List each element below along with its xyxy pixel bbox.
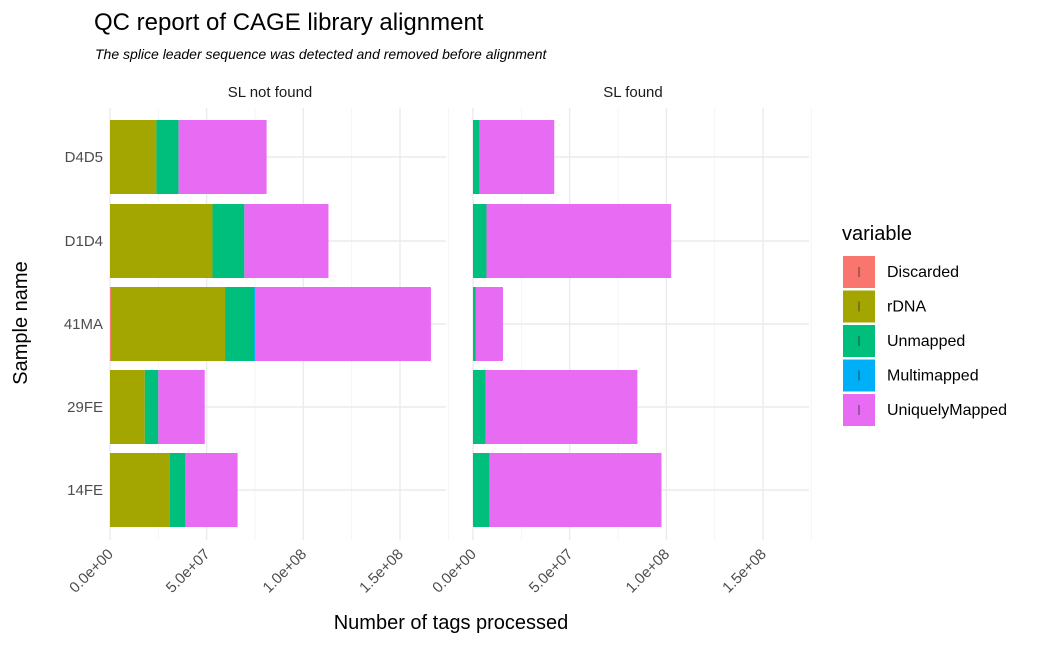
facet-panel-1: SL found 0.0e+00 5.0e+07 1.0e+08 1.5e+08: [429, 84, 812, 597]
bar-rdna-14fe: [110, 453, 170, 527]
bar-unmapped-d4d5: [156, 120, 179, 194]
facet-strip-label: SL not found: [228, 84, 313, 101]
facet-strip-label: SL found: [603, 84, 663, 101]
chart-title: QC report of CAGE library alignment: [94, 9, 484, 36]
bar-uniquelymapped-14fe: [185, 453, 238, 527]
bar-rdna-29fe: [110, 370, 145, 444]
bar-unmapped-41ma: [225, 287, 255, 361]
bar-unmapped-41ma: [473, 287, 476, 361]
x-tick-label: 1.0e+08: [260, 546, 311, 597]
bar-rdna-d4d5: [110, 120, 157, 194]
bar-unmapped-14fe: [473, 453, 490, 527]
y-tick-label: 14FE: [67, 482, 103, 499]
bar-unmapped-14fe: [169, 453, 186, 527]
legend-label: Discarded: [887, 264, 959, 281]
legend-label: UniquelyMapped: [887, 402, 1007, 419]
y-tick-label: D1D4: [65, 233, 103, 250]
bar-unmapped-d1d4: [212, 204, 245, 278]
x-axis-title: Number of tags processed: [334, 612, 569, 634]
bar-uniquelymapped-29fe: [158, 370, 205, 444]
legend: variable Discarded rDNA Unmapped Multimappe…: [842, 223, 1007, 426]
bar-multimapped-41ma: [254, 287, 255, 361]
y-tick-label: 29FE: [67, 399, 103, 416]
chart-subtitle: The splice leader sequence was detected …: [95, 46, 548, 62]
facet-panel-0: SL not found 0.0e+00 5.0e+07 1.0e+08 1.5e+08: [66, 84, 449, 597]
x-tick-label: 1.5e+08: [719, 546, 770, 597]
bar-uniquelymapped-29fe: [485, 370, 638, 444]
y-tick-label: 41MA: [64, 316, 103, 333]
facet-panels: SL not found 0.0e+00 5.0e+07 1.0e+08 1.5e+08…: [64, 84, 812, 596]
bar-uniquelymapped-d4d5: [479, 120, 555, 194]
legend-label: Unmapped: [887, 333, 965, 350]
y-tick-label: D4D5: [65, 149, 103, 166]
bar-uniquelymapped-d1d4: [244, 204, 329, 278]
bar-unmapped-29fe: [473, 370, 486, 444]
bar-unmapped-29fe: [144, 370, 159, 444]
bar-unmapped-d1d4: [473, 204, 487, 278]
x-tick-label: 5.0e+07: [526, 546, 577, 597]
legend-label: Multimapped: [887, 368, 979, 385]
legend-label: rDNA: [887, 299, 926, 316]
bar-rdna-41ma: [110, 287, 226, 361]
x-tick-label: 0.0e+00: [66, 546, 117, 597]
x-tick-label: 1.0e+08: [623, 546, 674, 597]
bar-discarded-41ma: [110, 287, 111, 361]
legend-title: variable: [842, 223, 912, 245]
bar-uniquelymapped-41ma: [255, 287, 431, 361]
bar-uniquelymapped-d4d5: [178, 120, 267, 194]
bar-uniquelymapped-41ma: [475, 287, 503, 361]
bar-unmapped-d4d5: [473, 120, 480, 194]
x-tick-label: 0.0e+00: [429, 546, 480, 597]
x-tick-label: 5.0e+07: [163, 546, 214, 597]
x-tick-label: 1.5e+08: [356, 546, 407, 597]
bar-uniquelymapped-d1d4: [486, 204, 672, 278]
y-axis-title: Sample name: [10, 261, 32, 384]
bar-rdna-d1d4: [110, 204, 213, 278]
bar-uniquelymapped-14fe: [489, 453, 662, 527]
